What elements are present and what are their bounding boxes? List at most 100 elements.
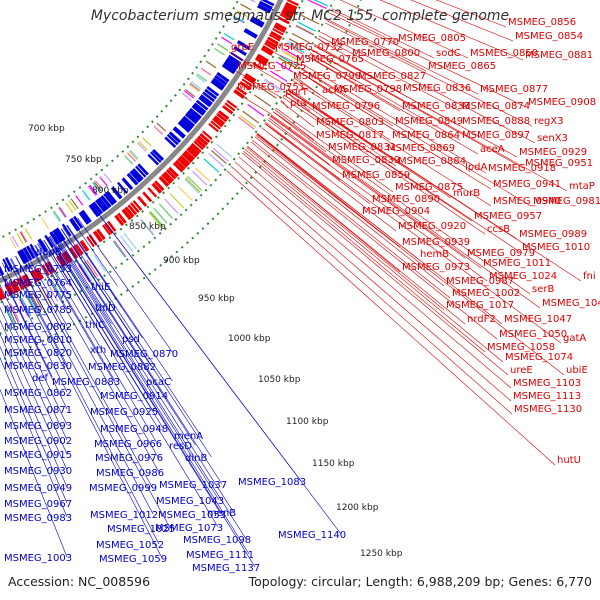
reverse-label-leader xyxy=(53,233,112,325)
forward-label-leader xyxy=(261,127,397,232)
forward-label-leader xyxy=(320,31,536,144)
reverse-label-leader xyxy=(1,262,68,393)
reverse-label-leader xyxy=(0,333,68,488)
feature-band-outer-bar xyxy=(254,94,272,107)
forward-gene-label: MSMEG_0796 xyxy=(312,101,380,112)
forward-gene-label: MSMEG_0918 xyxy=(488,163,556,174)
forward-cds-band-gene xyxy=(241,78,253,87)
reverse-label-leader xyxy=(38,242,158,444)
reverse-label-leader xyxy=(0,306,68,455)
backbone-ring xyxy=(0,0,284,284)
forward-cds-band-gene xyxy=(181,152,193,163)
reverse-cds-band-gene xyxy=(177,121,191,133)
reverse-label-leader xyxy=(0,271,68,410)
reverse-cds-band-gene xyxy=(243,28,258,39)
forward-gene-label: MSMEG_0790 xyxy=(293,71,361,82)
forward-label-leader xyxy=(317,37,351,59)
reverse-gene-label: MSMEG_1098 xyxy=(183,535,251,546)
forward-gene-label: fni xyxy=(583,271,596,282)
feature-band-outer-bar xyxy=(282,49,301,61)
forward-label-leader xyxy=(435,0,507,28)
forward-cds-band-gene xyxy=(154,180,165,192)
forward-cds-band-gene xyxy=(208,123,219,133)
forward-label-leader xyxy=(286,91,397,167)
accession-text: Accession: NC_008596 xyxy=(8,574,151,589)
feature-band-outer-bar xyxy=(39,287,51,307)
feature-band-outer-bar xyxy=(25,295,36,314)
feature-band-outer-bar xyxy=(6,304,17,324)
feature-band-inner-bar xyxy=(233,15,245,23)
forward-label-leader xyxy=(339,0,469,59)
reverse-label-leader xyxy=(15,255,68,353)
reverse-label-leader xyxy=(66,224,173,382)
forward-label-leader xyxy=(250,141,498,340)
reverse-cds-band-gene xyxy=(52,229,63,243)
forward-cds-band-gene xyxy=(168,166,179,178)
feature-band-outer-bar xyxy=(112,240,126,258)
reverse-cds-band-gene xyxy=(166,133,179,146)
feature-band-outer-bar xyxy=(120,235,134,253)
forward-gene-label: MSMEG_1113 xyxy=(513,391,581,402)
reverse-gene-label: thiE xyxy=(91,282,110,293)
reverse-gene-label: MSMEG_1053 xyxy=(158,510,226,521)
feature-band-inner-bar xyxy=(19,231,27,243)
forward-label-leader xyxy=(243,150,486,353)
forward-label-leader xyxy=(234,91,272,115)
reverse-cds-band-gene xyxy=(258,0,273,11)
reverse-label-leader xyxy=(57,230,223,485)
feature-band-outer-bar xyxy=(47,283,59,302)
forward-label-leader xyxy=(329,12,527,108)
feature-band-outer-bar xyxy=(259,86,277,99)
forward-cds-band-gene xyxy=(163,171,175,183)
forward-gene-label: ubiE xyxy=(566,365,588,376)
reverse-cds-band-gene xyxy=(172,126,186,139)
forward-label-leader xyxy=(307,56,401,112)
reverse-cds-band-gene xyxy=(216,71,230,83)
tick-label: 1200 kbp xyxy=(336,503,379,513)
reverse-cds-band xyxy=(0,0,275,277)
forward-cds-band-gene xyxy=(261,45,274,55)
feature-band-outer-bar xyxy=(210,149,227,164)
forward-cds-band-gene xyxy=(151,182,163,194)
forward-label-leader xyxy=(267,119,488,282)
forward-gene-label: MSMEG_0888 xyxy=(462,116,530,127)
feature-band-outer-bar xyxy=(247,103,265,117)
reverse-gene-label: MSMEG_0785 xyxy=(4,305,72,316)
tick-label: 950 kbp xyxy=(198,294,235,304)
feature-band-inner-bar xyxy=(75,195,84,206)
reverse-gene-label: MSMEG_0948 xyxy=(100,424,168,435)
forward-cds-band-gene xyxy=(104,222,114,235)
reverse-gene-label: def xyxy=(32,373,49,384)
feature-band-inner-bar xyxy=(188,83,200,93)
feature-band-outer-bar xyxy=(4,305,15,325)
forward-cds-band-gene xyxy=(274,22,287,31)
forward-cds-band-gene xyxy=(239,81,251,91)
reverse-gene-label: MSMEG_0925 xyxy=(90,407,158,418)
forward-cds-band-gene xyxy=(212,117,224,128)
forward-gene-label: MSMEG_0850 xyxy=(470,48,538,59)
feature-band-inner-bar xyxy=(153,125,164,135)
forward-gene-label: MSMEG_1074 xyxy=(505,352,573,363)
reverse-cds-band-gene xyxy=(188,107,202,120)
feature-band-outer-bar xyxy=(184,178,200,194)
forward-gene-label: MSMEG_0989 xyxy=(519,229,587,240)
forward-gene-label: MSMEG_0884 xyxy=(398,156,466,167)
forward-label-leader xyxy=(290,79,295,82)
forward-gene-label: MSMEG_0875 xyxy=(395,182,463,193)
forward-gene-label: MSMEG_0849 xyxy=(395,116,463,127)
tick-label: 1050 kbp xyxy=(258,375,301,385)
feature-band-outer-bar xyxy=(216,143,233,158)
forward-cds-band-gene xyxy=(285,1,298,11)
feature-band-outer-bar xyxy=(239,114,257,128)
feature-band-inner-bar xyxy=(103,173,113,184)
reverse-gene-label: MSMEG_0862 xyxy=(4,388,72,399)
feature-band-inner-bar xyxy=(221,36,233,45)
forward-gene-label: murB xyxy=(453,188,480,199)
backbone-ring-arc xyxy=(0,0,284,284)
feature-band-inner-bar xyxy=(41,218,50,230)
forward-label-leader xyxy=(228,51,290,88)
reverse-label-leader xyxy=(0,283,68,426)
forward-gene-label: MSMEG_0836 xyxy=(403,83,471,94)
forward-gene-label: purT xyxy=(285,87,309,98)
forward-cds-band-gene xyxy=(213,115,226,126)
